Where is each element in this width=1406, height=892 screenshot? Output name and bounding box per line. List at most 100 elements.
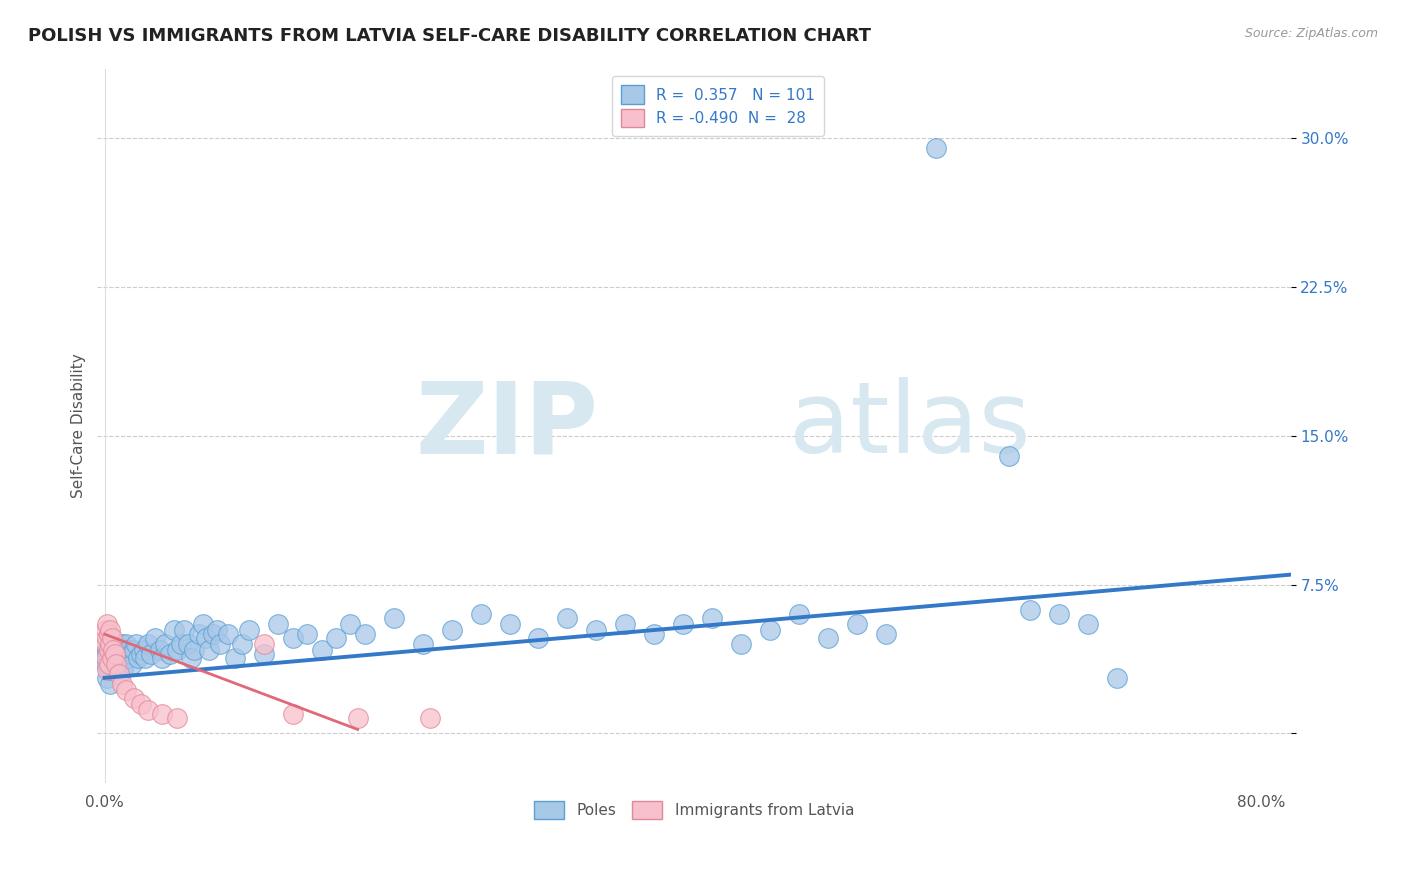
Point (253, 647, 276, 661)
Point (97, 637, 120, 651)
Point (98, 624, 121, 638)
Point (1019, 603, 1042, 617)
Point (152, 706, 174, 721)
Point (122, 643, 145, 657)
Point (136, 637, 159, 651)
Point (155, 637, 177, 651)
Point (557, 611, 579, 625)
Point (325, 631, 347, 645)
Point (238, 624, 260, 638)
Point (120, 647, 142, 661)
Point (267, 617, 290, 632)
Point (107, 647, 129, 661)
Point (112, 663, 135, 677)
Point (114, 651, 136, 665)
Point (759, 624, 782, 638)
Point (166, 710, 188, 724)
Point (281, 706, 304, 721)
Point (125, 637, 148, 651)
Point (98, 631, 121, 645)
Point (96, 631, 118, 645)
Point (111, 651, 134, 665)
Point (118, 651, 141, 665)
Point (108, 666, 131, 681)
Point (354, 627, 377, 641)
Point (136, 703, 159, 717)
Y-axis label: Self-Care Disability: Self-Care Disability (72, 353, 86, 498)
Point (103, 651, 125, 665)
Point (585, 624, 607, 638)
Point (470, 607, 492, 622)
Point (111, 677, 134, 691)
Point (281, 631, 304, 645)
Point (346, 710, 368, 724)
Point (115, 637, 138, 651)
Point (129, 697, 152, 711)
Point (105, 657, 128, 671)
Point (177, 637, 200, 651)
Point (121, 657, 143, 671)
Point (132, 643, 155, 657)
Point (104, 647, 127, 661)
Point (614, 617, 637, 632)
Point (96, 617, 118, 632)
Point (96, 671, 118, 685)
Point (191, 617, 214, 632)
Point (96, 651, 118, 665)
Text: Source: ZipAtlas.com: Source: ZipAtlas.com (1244, 27, 1378, 40)
Point (104, 663, 127, 677)
Point (98, 637, 121, 651)
Point (104, 647, 127, 661)
Point (107, 637, 129, 651)
Point (202, 627, 225, 641)
Point (925, 141, 948, 155)
Point (498, 617, 520, 632)
Point (1105, 671, 1128, 685)
Point (97, 657, 120, 671)
Point (101, 651, 124, 665)
Point (875, 627, 897, 641)
Point (339, 617, 361, 632)
Point (180, 651, 202, 665)
Point (187, 627, 209, 641)
Point (159, 647, 181, 661)
Point (105, 651, 128, 665)
Point (108, 663, 131, 677)
Point (163, 624, 186, 638)
Point (107, 657, 129, 671)
Point (173, 624, 195, 638)
Text: ZIP: ZIP (416, 377, 599, 475)
Point (127, 651, 149, 665)
Point (108, 643, 131, 657)
Point (139, 647, 162, 661)
Point (143, 631, 166, 645)
Point (110, 647, 132, 661)
Point (104, 657, 127, 671)
Point (845, 617, 868, 632)
Point (231, 637, 253, 651)
Point (97, 663, 120, 677)
Point (94, 657, 117, 671)
Point (94, 624, 117, 638)
Point (94, 651, 117, 665)
Point (103, 637, 125, 651)
Point (96, 663, 118, 677)
Point (440, 624, 463, 638)
Point (672, 617, 695, 632)
Point (311, 643, 333, 657)
Point (110, 657, 132, 671)
Point (96, 643, 118, 657)
Point (295, 627, 318, 641)
Point (97, 627, 120, 641)
Point (148, 643, 170, 657)
Point (197, 643, 219, 657)
Text: atlas: atlas (789, 377, 1031, 475)
Point (103, 643, 125, 657)
Point (94, 647, 117, 661)
Point (103, 643, 125, 657)
Point (97, 643, 120, 657)
Point (115, 647, 138, 661)
Point (224, 651, 246, 665)
Point (183, 643, 205, 657)
Point (412, 637, 434, 651)
